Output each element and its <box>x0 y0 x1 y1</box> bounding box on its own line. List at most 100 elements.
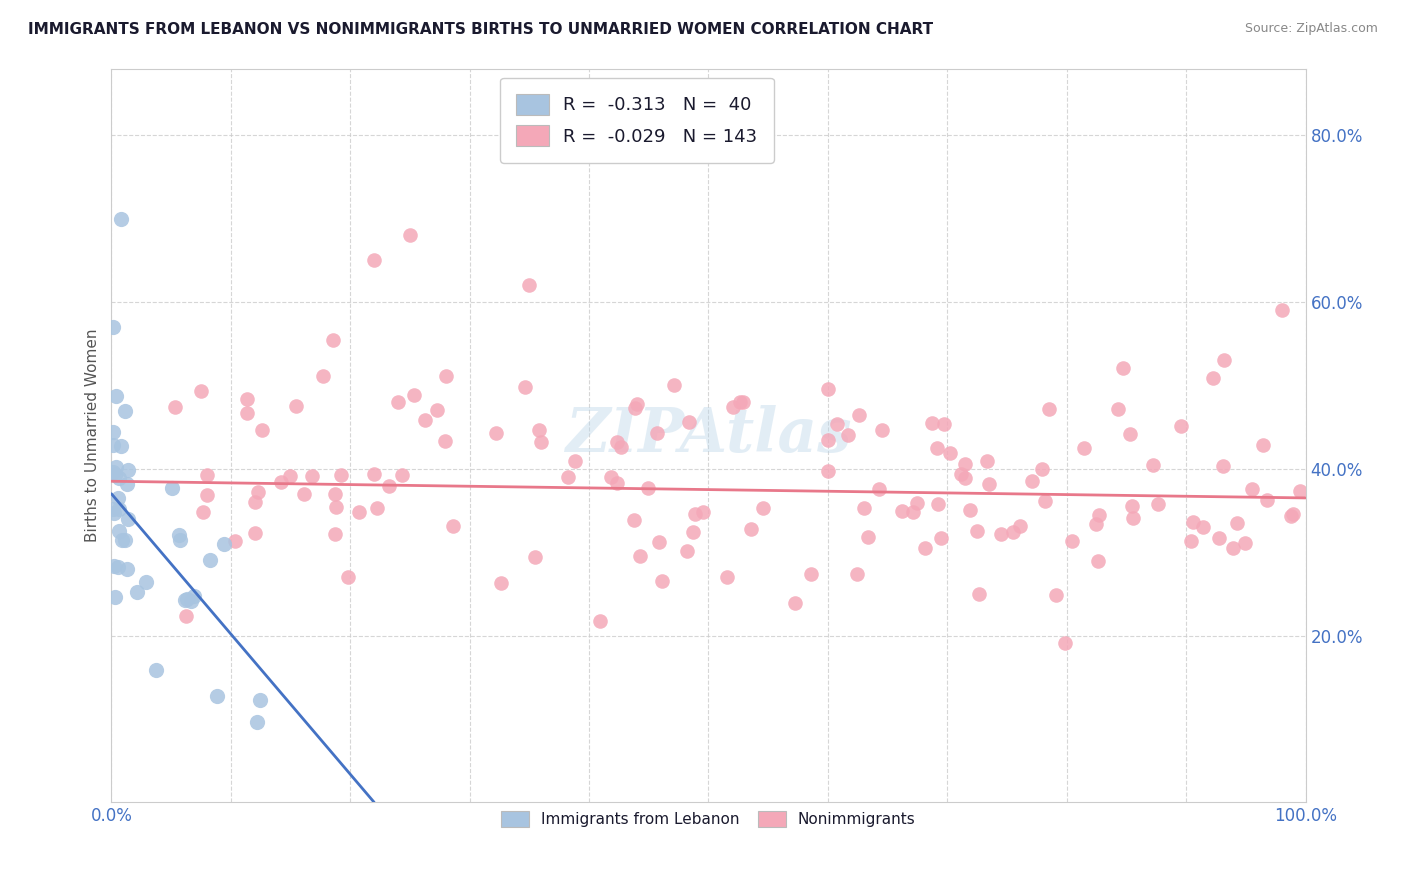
Point <box>817 382 839 396</box>
Point <box>588 614 610 628</box>
Point <box>716 570 738 584</box>
Point <box>117 562 139 576</box>
Point <box>135 574 157 589</box>
Point <box>322 333 344 347</box>
Point <box>336 570 359 584</box>
Point <box>914 541 936 555</box>
Point <box>927 442 949 456</box>
Point <box>853 501 876 516</box>
Point <box>433 434 456 448</box>
Point <box>363 467 385 481</box>
Text: Source: ZipAtlas.com: Source: ZipAtlas.com <box>1244 22 1378 36</box>
Point <box>856 530 879 544</box>
Text: ZIPAtlas: ZIPAtlas <box>565 405 852 466</box>
Point <box>183 590 205 604</box>
Point <box>1170 419 1192 434</box>
Point <box>485 425 508 440</box>
Point <box>529 423 551 437</box>
Point <box>990 526 1012 541</box>
Point <box>434 369 457 384</box>
Point <box>1182 516 1205 530</box>
Point <box>676 544 699 558</box>
Point <box>176 609 198 624</box>
Point <box>949 467 972 482</box>
Point <box>645 426 668 441</box>
Point <box>1087 508 1109 522</box>
Point <box>101 465 124 479</box>
Point <box>891 504 914 518</box>
Point <box>190 384 212 398</box>
Point <box>524 549 547 564</box>
Point <box>426 403 449 417</box>
Point <box>606 475 628 490</box>
Point <box>366 500 388 515</box>
Point <box>868 482 890 496</box>
Point <box>160 481 183 495</box>
Point <box>1208 531 1230 545</box>
Point <box>249 693 271 707</box>
Point <box>195 488 218 502</box>
Point <box>101 502 124 516</box>
Point <box>285 399 308 413</box>
Point <box>1033 493 1056 508</box>
Point <box>167 528 190 542</box>
Point <box>107 524 129 538</box>
Point <box>363 253 385 268</box>
Point <box>1054 636 1077 650</box>
Point <box>1107 402 1129 417</box>
Point <box>387 394 409 409</box>
Point <box>901 505 924 519</box>
Point <box>1031 462 1053 476</box>
Point <box>730 394 752 409</box>
Point <box>692 505 714 519</box>
Point <box>599 470 621 484</box>
Point <box>1180 534 1202 549</box>
Point <box>837 427 859 442</box>
Point <box>278 469 301 483</box>
Point <box>1289 483 1312 498</box>
Point <box>110 439 132 453</box>
Point <box>145 663 167 677</box>
Point <box>165 400 187 414</box>
Point <box>193 505 215 519</box>
Point <box>236 406 259 420</box>
Point <box>1060 533 1083 548</box>
Point <box>1147 497 1170 511</box>
Point <box>1212 352 1234 367</box>
Point <box>325 500 347 514</box>
Point <box>224 534 246 549</box>
Point <box>628 549 651 563</box>
Point <box>103 559 125 574</box>
Point <box>115 476 138 491</box>
Point <box>101 320 124 334</box>
Point <box>938 446 960 460</box>
Point <box>934 417 956 432</box>
Point <box>105 460 128 475</box>
Point <box>959 503 981 517</box>
Point <box>1112 360 1135 375</box>
Point <box>678 415 700 429</box>
Point <box>979 477 1001 491</box>
Point <box>441 519 464 533</box>
Point <box>378 478 401 492</box>
Point <box>606 434 628 449</box>
Point <box>651 574 673 588</box>
Point <box>683 507 706 521</box>
Point <box>817 464 839 478</box>
Point <box>845 567 868 582</box>
Point <box>905 495 928 509</box>
Point <box>180 593 202 607</box>
Point <box>323 526 346 541</box>
Point <box>1038 401 1060 416</box>
Point <box>325 487 347 501</box>
Point <box>1222 541 1244 555</box>
Point <box>294 486 316 500</box>
Point <box>733 395 755 409</box>
Point <box>626 396 648 410</box>
Point <box>817 434 839 448</box>
Point <box>752 501 775 516</box>
Point <box>955 457 977 471</box>
Point <box>104 468 127 483</box>
Point <box>212 537 235 551</box>
Point <box>927 497 949 511</box>
